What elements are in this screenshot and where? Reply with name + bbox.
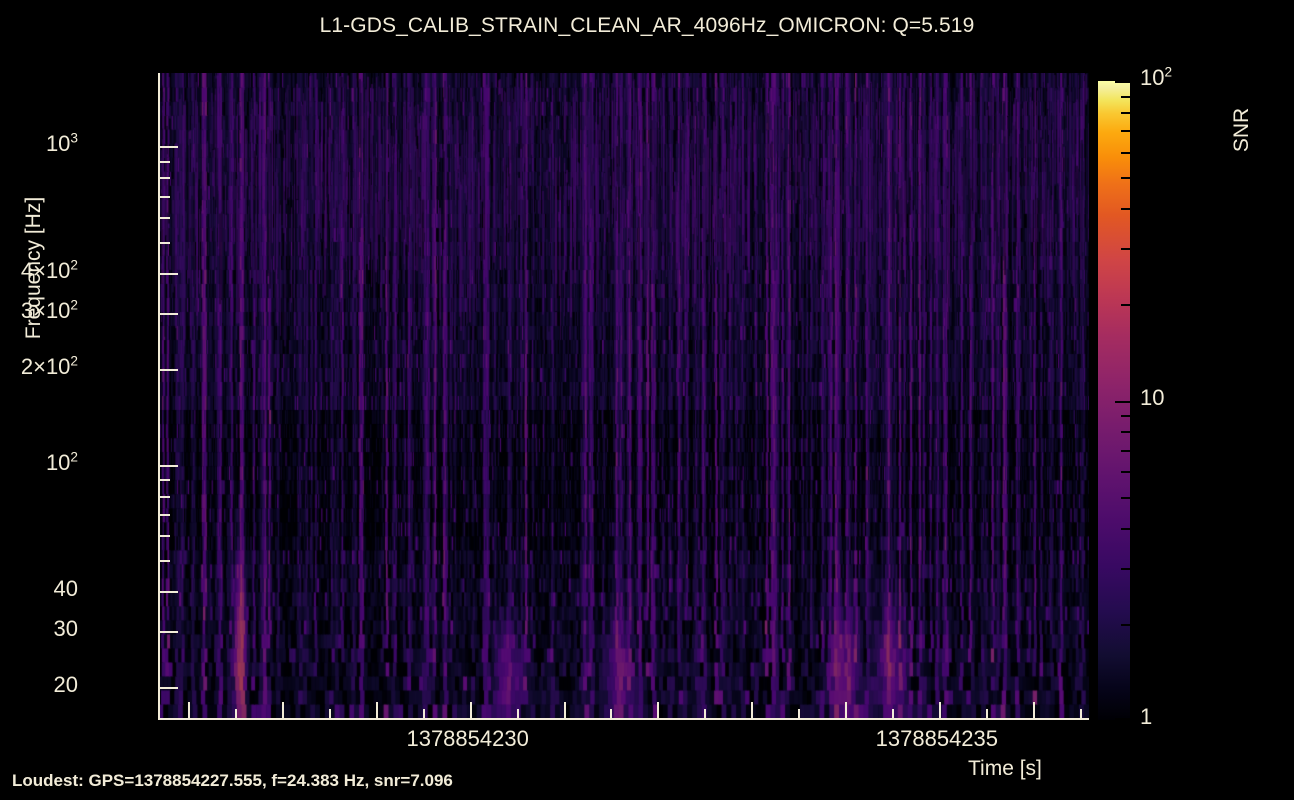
x-axis-tick-label: 1378854235: [875, 726, 999, 751]
y-axis-major-tick: [160, 368, 178, 371]
x-axis-minor-tick: [516, 709, 519, 718]
colorbar-tick-label: 102: [1140, 64, 1173, 90]
colorbar-minor-tick: [1121, 496, 1130, 499]
y-axis-minor-tick: [160, 195, 170, 198]
colorbar-minor-tick: [1121, 248, 1130, 251]
colorbar-minor-tick: [1121, 431, 1130, 434]
y-axis-tick-label: 30: [53, 616, 78, 642]
x-axis-minor-tick: [235, 709, 238, 718]
y-axis-minor-tick: [160, 560, 170, 563]
x-axis-minor-tick: [328, 709, 331, 718]
y-axis-tick-label: 103: [45, 131, 78, 157]
colorbar-minor-tick: [1121, 177, 1130, 180]
colorbar-tick-label: 1: [1140, 704, 1153, 729]
x-axis-minor-tick: [985, 709, 988, 718]
x-axis-major-tick: [375, 702, 378, 718]
x-axis-major-tick: [751, 702, 754, 718]
x-axis-minor-tick: [422, 709, 425, 718]
colorbar-minor-tick: [1121, 130, 1130, 133]
x-axis-major-tick: [938, 702, 941, 718]
x-axis-title: Time [s]: [968, 757, 1042, 780]
y-axis-minor-tick: [160, 479, 170, 482]
colorbar-major-tick: [1115, 400, 1130, 403]
y-axis-minor-tick: [160, 535, 170, 538]
spectrogram-image: [160, 73, 1089, 718]
x-axis-minor-tick: [798, 709, 801, 718]
x-axis-tick-label: 1378854230: [406, 726, 529, 751]
y-axis-tick-label: 4×102: [20, 257, 78, 284]
x-axis-major-tick: [281, 702, 284, 718]
colorbar-minor-tick: [1121, 95, 1130, 98]
x-axis-minor-tick: [1079, 709, 1082, 718]
y-axis-major-tick: [160, 631, 178, 634]
y-axis-tick-label: 3×102: [20, 297, 78, 323]
colorbar-minor-tick: [1121, 111, 1130, 114]
y-axis-minor-tick: [160, 242, 170, 245]
y-axis-minor-tick: [160, 216, 170, 219]
colorbar-minor-tick: [1121, 471, 1130, 474]
colorbar-minor-tick: [1121, 567, 1130, 570]
colorbar-minor-tick: [1121, 623, 1130, 626]
y-axis-major-tick: [160, 273, 178, 276]
x-axis-major-tick: [188, 702, 191, 718]
y-axis-tick-label: 20: [53, 672, 78, 698]
y-axis-minor-tick: [160, 513, 170, 516]
colorbar[interactable]: [1098, 81, 1130, 720]
x-axis-minor-tick: [891, 709, 894, 718]
x-axis-major-tick: [469, 702, 472, 718]
colorbar-minor-tick: [1121, 208, 1130, 211]
y-axis-tick-label: 102: [45, 449, 78, 475]
colorbar-major-tick: [1115, 81, 1130, 83]
colorbar-title: SNR: [1230, 107, 1253, 153]
colorbar-minor-tick: [1121, 527, 1130, 530]
colorbar-minor-tick: [1121, 449, 1130, 452]
y-axis-major-tick: [160, 312, 178, 315]
y-axis-minor-tick: [160, 160, 170, 163]
y-axis-major-tick: [160, 146, 178, 149]
y-axis-major-tick: [160, 591, 178, 594]
y-axis-minor-tick: [160, 177, 170, 180]
y-axis-minor-tick: [160, 495, 170, 498]
y-axis-major-tick: [160, 464, 178, 467]
y-axis-tick-label: 40: [53, 576, 78, 602]
colorbar-tick-label: 10: [1140, 384, 1165, 410]
colorbar-minor-tick: [1121, 304, 1130, 307]
x-axis-minor-tick: [610, 709, 613, 718]
loudest-event-status: Loudest: GPS=1378854227.555, f=24.383 Hz…: [12, 771, 453, 790]
x-axis-major-tick: [657, 702, 660, 718]
x-axis-major-tick: [1032, 702, 1035, 718]
colorbar-minor-tick: [1121, 151, 1130, 154]
x-axis-major-tick: [845, 702, 848, 718]
spectrogram-plot-area[interactable]: [158, 73, 1089, 720]
x-axis-major-tick: [563, 702, 566, 718]
y-axis-tick-label: 2×102: [20, 353, 78, 379]
y-axis-major-tick: [160, 687, 178, 690]
x-axis-minor-tick: [704, 709, 707, 718]
colorbar-major-tick: [1115, 718, 1130, 720]
colorbar-minor-tick: [1121, 415, 1130, 418]
page-title: L1-GDS_CALIB_STRAIN_CLEAN_AR_4096Hz_OMIC…: [319, 14, 975, 37]
